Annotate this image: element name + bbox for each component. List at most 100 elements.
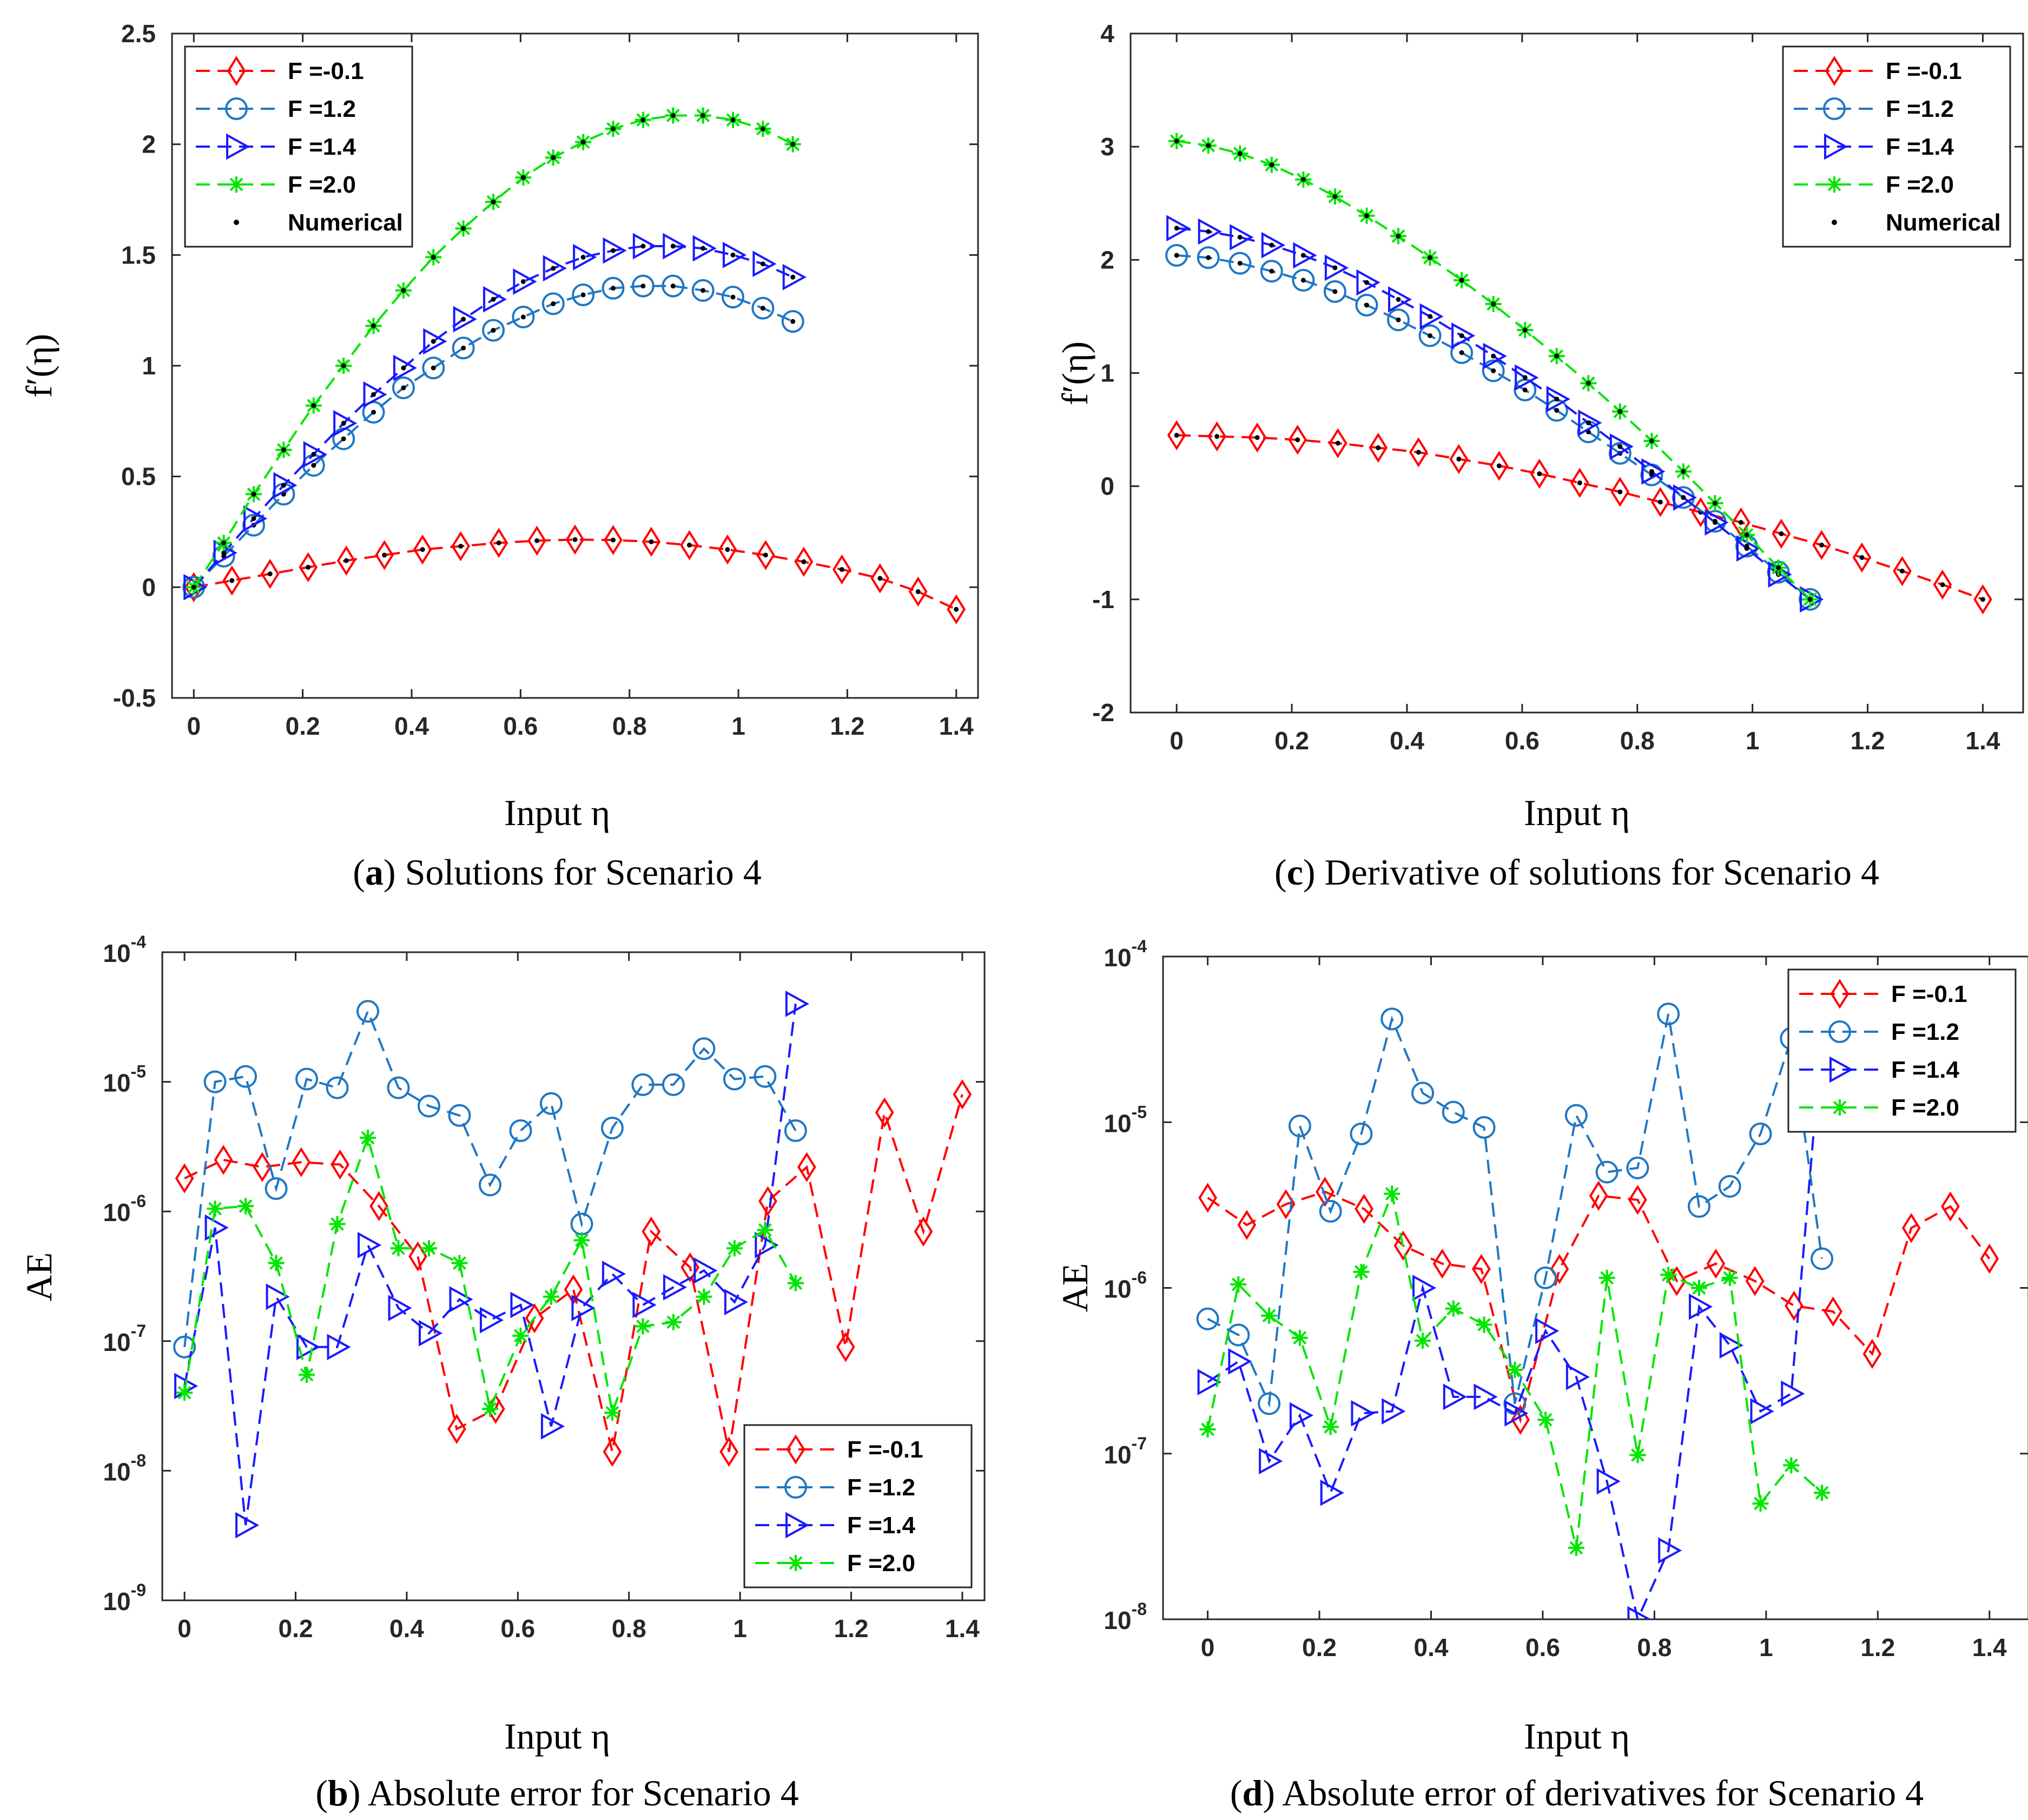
data-point-F =1.2 — [1442, 1100, 1465, 1124]
x-tick-label: 1.2 — [1851, 727, 1885, 755]
chart-panel-b: 0 0.2 0.4 0.6 0.8 1 1.2 1.4 10-9 10-8 10-7 10-6 10-5… — [18, 932, 986, 1814]
y-tick-label: 0 — [1100, 472, 1114, 500]
data-point-F =1.4 — [479, 1307, 504, 1334]
x-tick-label: 1.2 — [1860, 1633, 1895, 1661]
data-point-F =-0.1 — [758, 1186, 777, 1217]
data-point-F =2.0 — [512, 1327, 529, 1344]
data-point-F =2.0 — [757, 1222, 774, 1238]
data-point-F =2.0 — [1507, 1362, 1523, 1379]
series-line-F =1.4 — [1176, 227, 1811, 601]
y-tick-label: 10-8 — [1104, 1599, 1147, 1634]
x-tick-label: 0.4 — [1414, 1633, 1449, 1661]
legend-label: F =2.0 — [1891, 1094, 1959, 1121]
data-point-F =2.0 — [1721, 1269, 1738, 1286]
y-tick-label: 2 — [1100, 246, 1114, 274]
data-point-F =1.2 — [1292, 268, 1315, 292]
data-point-F =-0.1 — [756, 540, 775, 570]
data-point-F =2.0 — [696, 1288, 712, 1305]
x-tick-label: 1 — [731, 712, 745, 740]
data-point-F =1.4 — [1320, 1479, 1344, 1506]
data-point-F =2.0 — [1384, 1185, 1401, 1202]
numerical-point — [1459, 350, 1464, 355]
numerical-point — [760, 261, 765, 267]
legend-label: F =1.2 — [1886, 96, 1954, 122]
numerical-point — [1428, 314, 1433, 319]
numerical-point — [1174, 226, 1179, 231]
data-point-F =-0.1 — [413, 534, 432, 565]
legend-box — [743, 1424, 973, 1588]
numerical-point — [1237, 261, 1243, 266]
data-point-F =1.2 — [356, 1000, 379, 1023]
data-point-F =-0.1 — [1650, 487, 1670, 517]
legend-marker — [1832, 1099, 1848, 1116]
data-point-F =1.4 — [1688, 1293, 1713, 1320]
data-point-F =2.0 — [176, 1384, 193, 1401]
data-point-F =-0.1 — [1980, 1243, 1999, 1274]
numerical-point — [1712, 520, 1717, 525]
data-point-F =1.4 — [1750, 1398, 1774, 1425]
data-point-F =1.4 — [632, 1291, 657, 1318]
data-point-F =1.4 — [1356, 269, 1380, 296]
numerical-point — [1491, 301, 1496, 307]
data-point-F =2.0 — [1230, 1276, 1247, 1293]
numerical-point — [1980, 597, 1985, 602]
data-point-F =1.2 — [234, 1065, 257, 1088]
y-tick-label: 1.5 — [121, 241, 156, 269]
numerical-point — [458, 544, 464, 549]
data-point-F =1.4 — [1596, 1468, 1621, 1495]
data-point-F =-0.1 — [1489, 451, 1509, 481]
data-point-F =-0.1 — [680, 530, 699, 560]
data-point-F =-0.1 — [914, 1216, 933, 1247]
series-line-F =1.2 — [1207, 1013, 1824, 1408]
numerical-point — [281, 483, 286, 488]
x-tick-label: 0.8 — [612, 1614, 646, 1643]
data-point-F =1.2 — [1196, 1307, 1219, 1330]
numerical-point — [610, 286, 616, 291]
numerical-point — [1537, 471, 1542, 477]
numerical-point — [1617, 489, 1623, 494]
numerical-point — [520, 175, 526, 180]
numerical-point — [311, 463, 316, 468]
y-tick-label: 10-6 — [1104, 1268, 1147, 1303]
data-point-F =2.0 — [299, 1367, 315, 1383]
data-point-F =1.4 — [1289, 1402, 1314, 1429]
numerical-point — [572, 537, 578, 542]
data-point-F =-0.1 — [451, 531, 470, 562]
data-point-F =1.2 — [265, 1177, 288, 1201]
numerical-point — [1657, 499, 1663, 505]
data-point-F =1.2 — [751, 296, 775, 320]
numerical-point — [401, 288, 406, 293]
numerical-point — [1237, 151, 1243, 156]
data-point-F =-0.1 — [719, 1436, 738, 1467]
data-point-F =-0.1 — [1570, 467, 1589, 498]
data-point-F =1.4 — [204, 1214, 229, 1241]
data-point-F =-0.1 — [1315, 1177, 1335, 1207]
numerical-point — [371, 392, 376, 397]
data-point-F =1.2 — [692, 1037, 716, 1060]
data-point-F =1.4 — [1719, 1332, 1743, 1359]
numerical-point — [1491, 368, 1496, 373]
data-point-F =1.2 — [1595, 1160, 1619, 1184]
numerical-point — [1712, 500, 1717, 506]
data-point-F =-0.1 — [222, 565, 242, 596]
legend: F =-0.1 F =1.2 F =1.4 F =2.0 Numerical — [1782, 45, 2011, 248]
numerical-point — [790, 274, 796, 280]
data-point-F =2.0 — [1814, 1485, 1831, 1501]
numerical-point — [1332, 265, 1338, 271]
data-point-F =1.4 — [303, 441, 327, 468]
legend-label: F =2.0 — [847, 1550, 915, 1577]
numerical-point — [1681, 495, 1686, 500]
numerical-point — [1491, 353, 1496, 359]
data-point-F =-0.1 — [489, 527, 508, 558]
data-point-F =1.2 — [1387, 308, 1410, 332]
data-point-F =1.4 — [693, 1257, 718, 1284]
data-point-F =1.2 — [422, 357, 445, 380]
numerical-point — [725, 547, 730, 552]
data-point-F =2.0 — [1537, 1412, 1554, 1428]
x-tick-label: 0 — [1201, 1633, 1215, 1661]
numerical-point — [401, 385, 406, 391]
x-axis-label: Input η — [1524, 792, 1630, 833]
data-point-F =2.0 — [420, 1240, 437, 1257]
numerical-point — [1819, 542, 1824, 548]
